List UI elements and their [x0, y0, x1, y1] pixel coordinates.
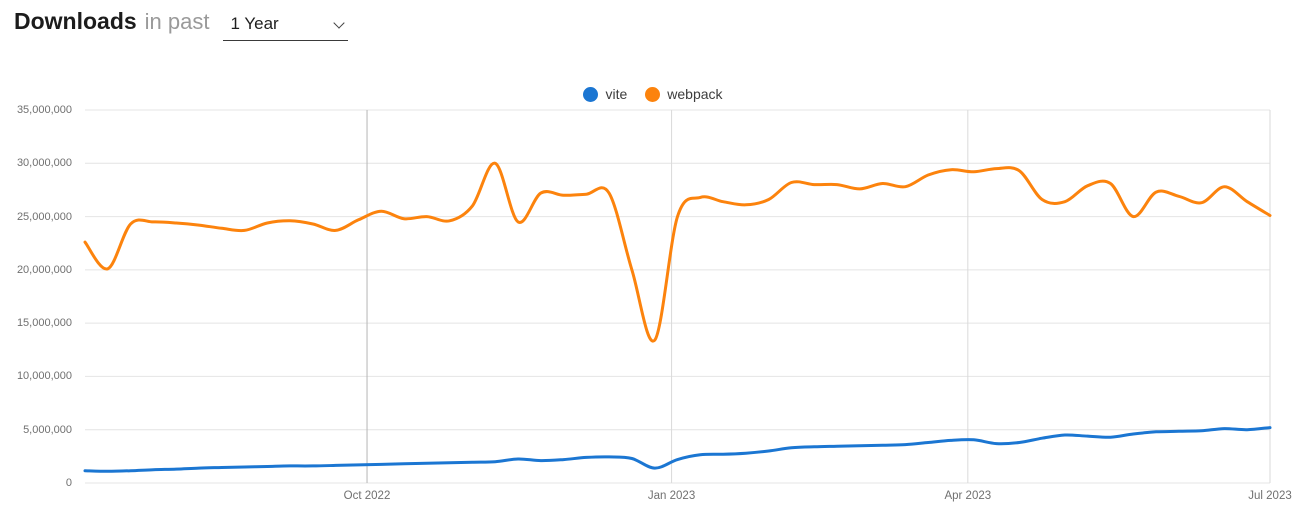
plot-area[interactable]	[83, 109, 1272, 484]
x-tick-label: Oct 2022	[343, 490, 391, 502]
period-select[interactable]: 1 Year	[222, 14, 348, 41]
y-tick-label: 20,000,000	[16, 263, 72, 276]
x-axis-labels: Oct 2022 Jan 2023 Apr 2023 Jul 2023	[85, 490, 1292, 506]
vite-series-dot	[583, 86, 599, 102]
series-line-vite	[83, 426, 1272, 473]
chart-legend: vite webpack	[0, 86, 1306, 102]
y-tick-label: 35,000,000	[16, 104, 72, 116]
x-tick-label: Apr 2023	[944, 490, 992, 502]
series-line-webpack	[83, 161, 1272, 343]
legend-label-webpack: webpack	[667, 86, 723, 102]
legend-item-vite[interactable]: vite	[583, 86, 627, 102]
x-tick-label: Jan 2023	[647, 490, 696, 502]
y-tick-label: 15,000,000	[16, 317, 72, 330]
y-tick-label: 0	[65, 477, 72, 489]
webpack-series-dot	[645, 86, 661, 102]
period-select-value: 1 Year	[230, 14, 279, 33]
chart-header: Downloads in past 1 Year	[14, 8, 348, 41]
y-tick-label: 5,000,000	[23, 423, 72, 436]
y-tick-label: 10,000,000	[16, 370, 72, 383]
legend-label-vite: vite	[605, 86, 628, 102]
x-tick-label: Jul 2023	[1248, 490, 1292, 502]
page-title-suffix: in past	[144, 9, 210, 34]
y-axis-labels: 0 5,000,000 10,000,000 15,000,000 20,000,000…	[0, 0, 79, 526]
y-tick-label: 30,000,000	[16, 157, 72, 170]
plot-svg	[83, 109, 1272, 484]
legend-item-webpack[interactable]: webpack	[645, 86, 723, 102]
page-title: Downloads	[14, 8, 137, 34]
y-tick-label: 25,000,000	[16, 210, 72, 223]
chevron-down-icon	[332, 16, 345, 29]
